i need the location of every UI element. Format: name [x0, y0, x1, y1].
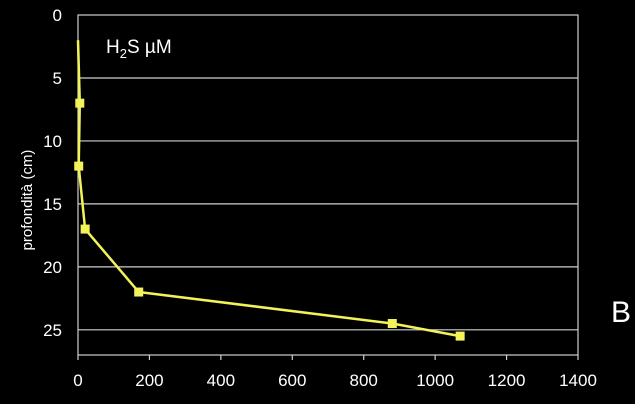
data-series	[74, 40, 465, 341]
x-tick-label: 0	[73, 371, 82, 390]
y-tick-label: 15	[43, 195, 62, 214]
x-tick-label: 1200	[488, 371, 526, 390]
y-tick-label: 0	[53, 6, 62, 25]
x-tick-label: 200	[135, 371, 163, 390]
data-point-marker	[74, 161, 84, 171]
x-tick-labels: 0 200 400 600 800 1000 1200 1400	[73, 355, 597, 390]
data-point-marker	[75, 98, 85, 108]
x-tick-label: 1400	[559, 371, 597, 390]
y-axis-label: profondità (cm)	[19, 150, 36, 251]
y-tick-labels: 0 5 10 15 20 25	[43, 6, 62, 340]
panel-label: B	[611, 296, 631, 329]
x-tick-label: 1000	[416, 371, 454, 390]
x-tick-label: 600	[278, 371, 306, 390]
data-point-marker	[455, 331, 465, 341]
y-tick-label: 10	[43, 132, 62, 151]
data-point-marker	[387, 319, 397, 329]
grid-lines	[78, 77, 578, 331]
x-tick-label: 400	[207, 371, 235, 390]
y-tick-label: 5	[53, 69, 62, 88]
y-tick-label: 20	[43, 258, 62, 277]
plot-frame	[77, 14, 579, 356]
data-point-marker	[80, 224, 90, 234]
x-tick-label: 800	[350, 371, 378, 390]
chart-title: H2S µM	[106, 37, 172, 61]
y-tick-label: 25	[43, 321, 62, 340]
data-point-marker	[134, 287, 144, 297]
